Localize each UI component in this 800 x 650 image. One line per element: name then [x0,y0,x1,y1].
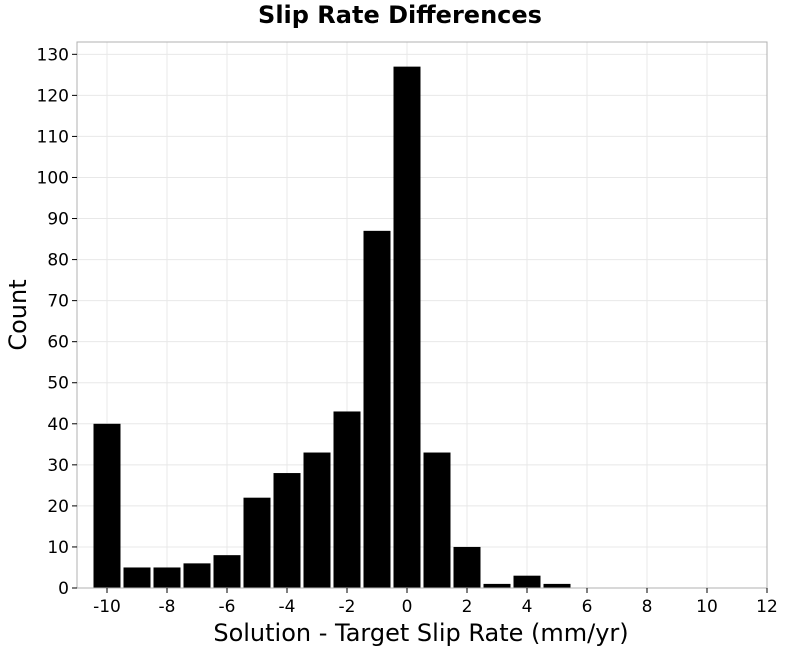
histogram-bar [393,66,421,588]
histogram-bar [483,583,511,588]
histogram-bar [453,546,481,588]
histogram-bar [93,423,121,588]
y-tick-label: 90 [47,210,69,230]
x-tick-label: -4 [279,597,296,617]
x-tick-label: 10 [696,597,718,617]
histogram-bar [183,563,211,588]
y-tick-label: 50 [47,374,69,394]
y-axis-label: Count [4,279,32,350]
histogram-bar [153,567,181,588]
x-tick-label: -6 [219,597,236,617]
x-axis-label: Solution - Target Slip Rate (mm/yr) [213,619,628,647]
histogram-bar [273,473,301,588]
y-tick-label: 30 [47,456,69,476]
chart-title: Slip Rate Differences [258,1,542,29]
histogram-bar [513,575,541,588]
x-tick-label: 4 [522,597,533,617]
y-tick-label: 20 [47,497,69,517]
x-tick-label: 12 [756,597,778,617]
x-tick-label: 0 [402,597,413,617]
y-axis: 0 10 20 30 40 50 60 70 80 90 100 110 120 130 [37,45,77,599]
x-tick-label: 8 [642,597,653,617]
x-tick-label: 2 [462,597,473,617]
y-tick-label: 70 [47,292,69,312]
y-tick-label: 0 [58,579,69,599]
plot-frame [76,41,768,589]
y-tick-label: 100 [37,168,69,188]
histogram-bar [303,452,331,588]
histogram-bar [363,230,391,588]
histogram-bar [543,583,571,588]
x-tick-label: -10 [93,597,121,617]
histogram-bar [333,411,361,588]
y-tick-label: 110 [37,127,69,147]
x-axis: -10 -8 -6 -4 -2 0 2 4 6 8 10 12 [93,588,778,617]
histogram-bar [423,452,451,588]
y-tick-label: 40 [47,415,69,435]
grid [77,42,768,589]
x-tick-label: 6 [582,597,593,617]
histogram-bar [213,555,241,588]
bars [93,66,571,588]
y-tick-label: 130 [37,45,69,65]
y-tick-label: 10 [47,538,69,558]
histogram-bar [123,567,151,588]
y-tick-label: 60 [47,333,69,353]
x-tick-label: -8 [159,597,176,617]
histogram-bar [243,497,271,588]
x-tick-label: -2 [339,597,356,617]
y-tick-label: 80 [47,251,69,271]
y-tick-label: 120 [37,86,69,106]
